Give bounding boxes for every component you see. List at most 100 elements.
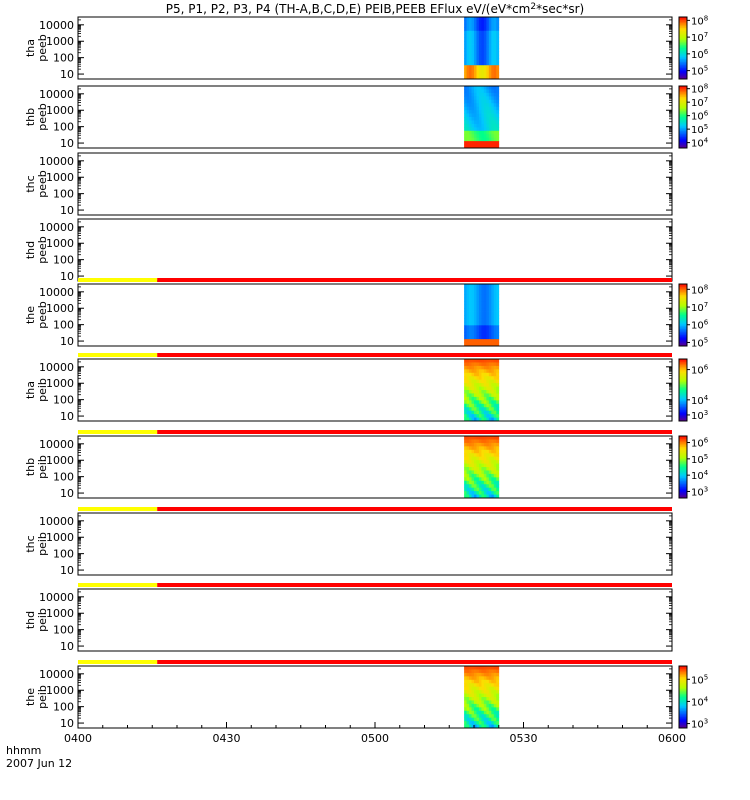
spectrogram-cell	[478, 396, 482, 401]
spectrogram-cell	[469, 144, 472, 149]
spectrogram-cell	[471, 41, 475, 45]
spectrogram-cell	[471, 120, 475, 125]
colorbar-cell	[679, 141, 687, 144]
spectrogram-cell	[464, 456, 467, 461]
spectrogram-cell	[469, 414, 472, 418]
spectrogram-cell	[496, 54, 500, 59]
spectrogram-cell	[476, 96, 480, 101]
spectrogram-cell	[474, 707, 477, 712]
spectrogram-cell	[483, 54, 487, 59]
spectrogram-cell	[496, 27, 500, 32]
spectrogram-cell	[466, 721, 470, 725]
spectrogram-cell	[486, 17, 490, 21]
spectrogram-cell	[464, 342, 467, 347]
spectrogram-cell	[481, 456, 485, 461]
colorbar-cell	[679, 129, 687, 132]
spectrogram-cell	[491, 365, 495, 370]
spectrogram-cell	[493, 339, 497, 343]
spectrogram-cell	[493, 137, 497, 142]
spectrogram-cell	[483, 721, 487, 725]
spectrogram-cell	[476, 27, 480, 32]
colorbar-cell	[679, 290, 687, 293]
spectrogram-cell	[496, 48, 500, 52]
spectrogram-cell	[478, 141, 482, 145]
spectrogram-cell	[474, 141, 477, 145]
spectrogram-cell	[481, 318, 485, 323]
spectrogram-cell	[483, 396, 487, 401]
spectrogram-cell	[488, 110, 492, 114]
spectrogram-cell	[483, 442, 487, 447]
colorbar-label: 105	[691, 336, 708, 349]
spectrogram-cell	[491, 284, 495, 288]
spectrogram-cell	[486, 379, 490, 384]
spectrogram-cell	[478, 117, 482, 121]
colorbar-cell	[679, 496, 687, 499]
spectrogram-cell	[471, 318, 475, 323]
spectrogram-cell	[464, 37, 467, 42]
spectrogram-cell	[496, 41, 500, 45]
spectrogram-cell	[496, 342, 500, 347]
colorbar-cell	[679, 135, 687, 138]
spectrogram-cell	[474, 724, 477, 729]
spectrogram-cell	[471, 37, 475, 42]
spectrogram-cell	[464, 439, 467, 444]
spectrogram-cell	[471, 27, 475, 32]
y-tick-label: 100	[53, 471, 74, 484]
colorbar-cell	[679, 57, 687, 60]
spectrogram-cell	[474, 436, 477, 440]
spectrogram-cell	[476, 339, 480, 343]
spectrogram-cell	[493, 301, 497, 306]
spectrogram-cell	[481, 30, 485, 35]
spectrogram-cell	[471, 372, 475, 377]
spectrogram-cell	[491, 41, 495, 45]
spectrogram-cell	[483, 463, 487, 468]
spectrogram-cell	[483, 75, 487, 80]
spectrogram-cell	[481, 390, 485, 394]
spectrogram-cell	[488, 721, 492, 725]
spectrogram-cell	[496, 417, 500, 422]
spectrogram-cell	[469, 72, 472, 76]
spectrogram-cell	[483, 386, 487, 391]
spectrogram-cell	[464, 318, 467, 323]
spectrogram-cell	[474, 453, 477, 458]
spectrogram-cell	[483, 27, 487, 32]
spectrogram-cell	[486, 721, 490, 725]
colorbar-cell	[679, 308, 687, 311]
spectrogram-cell	[471, 717, 475, 722]
colorbar-cell	[679, 692, 687, 695]
spectrogram-cell	[486, 487, 490, 492]
spectrogram-cell	[466, 294, 470, 299]
spectrogram-cell	[481, 48, 485, 52]
spectrogram-cell	[476, 41, 480, 45]
spectrogram-cell	[493, 383, 497, 387]
spectrogram-cell	[471, 54, 475, 59]
colorbar-cell	[679, 448, 687, 451]
spectrogram-cell	[464, 99, 467, 104]
spectrogram-cell	[483, 86, 487, 90]
colorbar-label: 107	[691, 301, 708, 314]
colorbar-cell	[679, 365, 687, 368]
spectrogram-cell	[496, 369, 500, 374]
spectrogram-cell	[478, 23, 482, 28]
spectrogram-cell	[464, 460, 467, 464]
spectrogram-cell	[483, 99, 487, 104]
spectrogram-cell	[469, 721, 472, 725]
spectrogram-cell	[476, 134, 480, 139]
spectrogram-cell	[474, 473, 477, 478]
spectrogram-cell	[478, 311, 482, 316]
y-tick-label: 10000	[39, 668, 74, 681]
spectrogram-cell	[486, 20, 490, 25]
spectrogram-cell	[493, 48, 497, 52]
spectrogram-cell	[464, 449, 467, 454]
colorbar-label: 107	[691, 31, 708, 44]
colorbar-cell	[679, 38, 687, 41]
y-axis-label-probe: the	[24, 306, 37, 324]
spectrogram-cell	[486, 407, 490, 412]
spectrogram-cell	[483, 123, 487, 128]
colorbar-cell	[679, 138, 687, 141]
spectrogram-cell	[471, 710, 475, 715]
